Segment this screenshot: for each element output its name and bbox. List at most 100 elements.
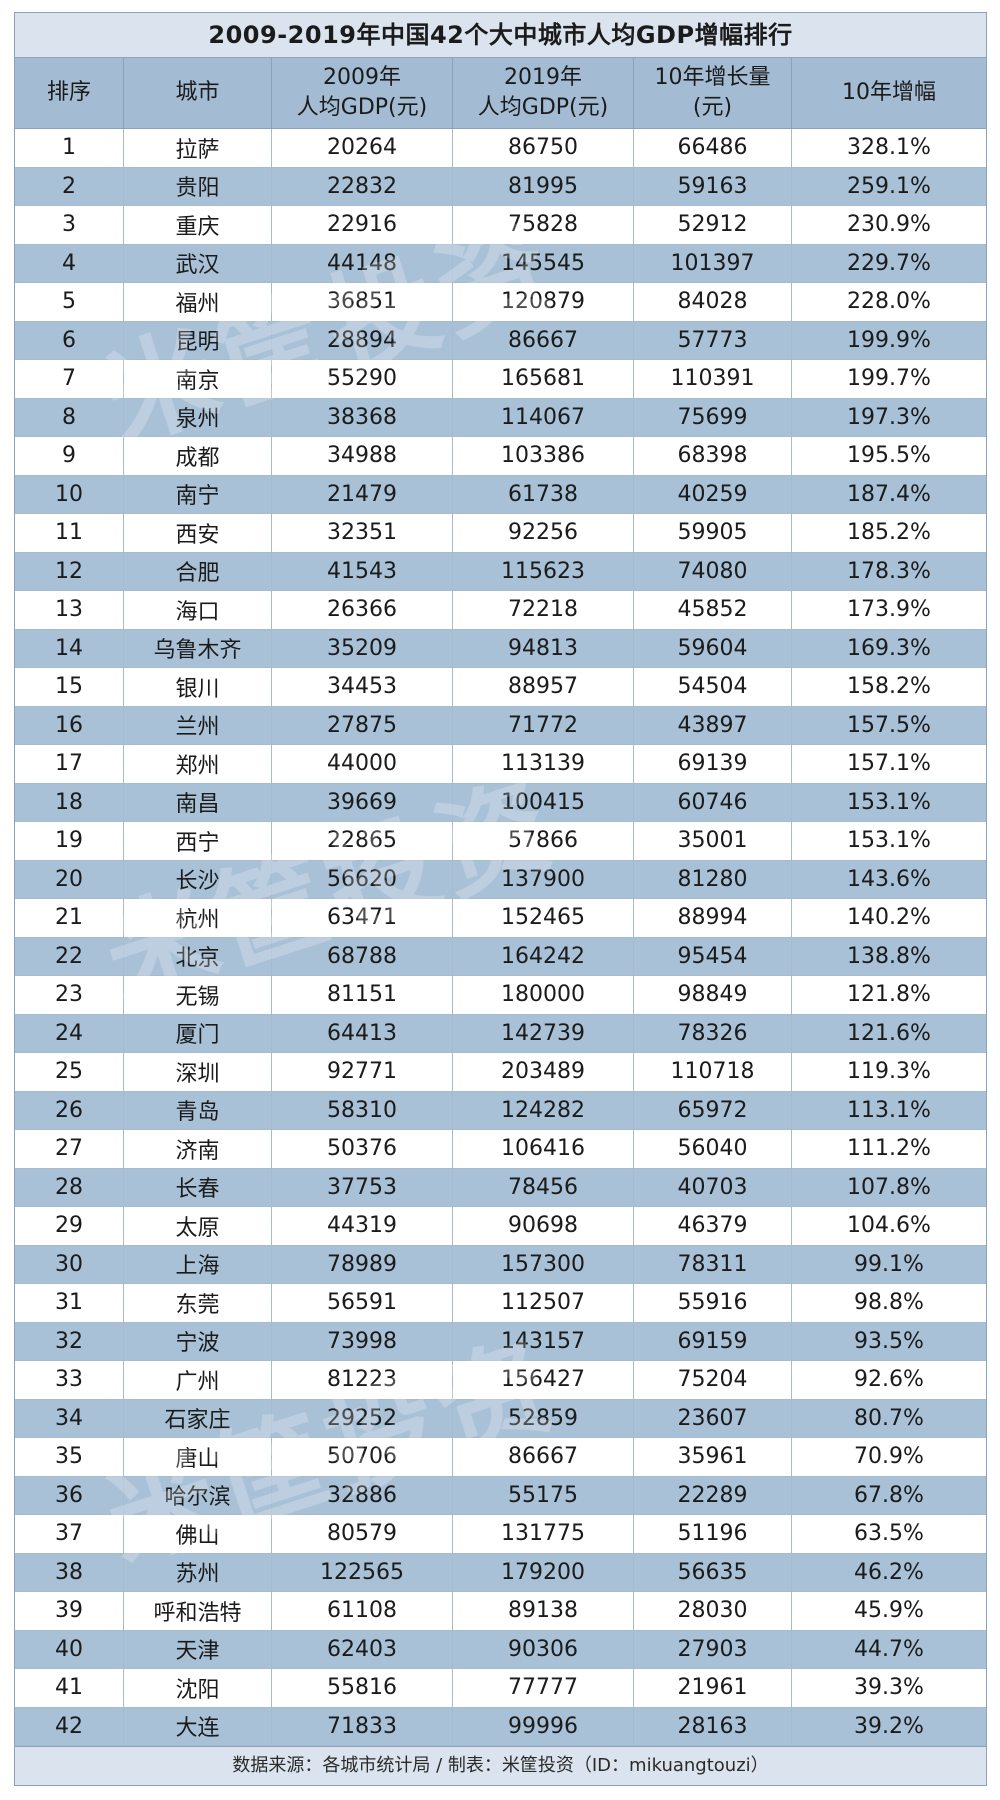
cell-gdp-2009: 22832 (272, 167, 453, 205)
cell-rank: 28 (15, 1168, 124, 1206)
cell-growth-amount: 45852 (634, 591, 792, 629)
cell-growth-amount: 65972 (634, 1091, 792, 1129)
cell-growth-amount: 84028 (634, 283, 792, 321)
cell-gdp-2019: 61738 (453, 475, 634, 513)
cell-gdp-2009: 80579 (272, 1515, 453, 1553)
cell-gdp-2019: 131775 (453, 1515, 634, 1553)
cell-gdp-2019: 103386 (453, 437, 634, 475)
cell-rank: 17 (15, 745, 124, 783)
table-row: 9 成都 34988 103386 68398 195.5% (15, 437, 986, 476)
cell-rank: 27 (15, 1130, 124, 1168)
cell-city: 兰州 (124, 706, 272, 744)
cell-city: 贵阳 (124, 167, 272, 205)
cell-gdp-2009: 44319 (272, 1207, 453, 1245)
header-rank: 排序 (15, 58, 124, 128)
cell-growth-rate: 157.1% (847, 751, 931, 777)
table-row: 4 武汉 44148 145545 101397 229.7% (15, 244, 986, 283)
cell-gdp-2009: 68788 (272, 937, 453, 975)
cell-growth-rate: 173.9% (847, 597, 931, 623)
cell-rank: 22 (15, 937, 124, 975)
table-row: 32 宁波 73998 143157 69159 93.5% (15, 1322, 986, 1361)
table-body: 1 拉萨 20264 86750 66486 328.1% 2 贵阳 22832 81995 591… (15, 129, 986, 1746)
cell-gdp-2009: 22916 (272, 206, 453, 244)
cell-gdp-2009: 63471 (272, 899, 453, 937)
cell-gdp-2009: 34453 (272, 668, 453, 706)
cell-growth-rate: 138.8% (847, 943, 931, 969)
cell-gdp-2009: 92771 (272, 1053, 453, 1091)
cell-gdp-2019: 152465 (453, 899, 634, 937)
header-growth-rate: 10年增幅 (842, 80, 936, 105)
cell-growth-rate: 63.5% (854, 1521, 924, 1547)
cell-growth-rate: 119.3% (847, 1059, 931, 1085)
cell-city: 太原 (124, 1207, 272, 1245)
cell-gdp-2019: 115623 (453, 552, 634, 590)
cell-growth-amount: 55916 (634, 1284, 792, 1322)
cell-growth-rate: 104.6% (847, 1213, 931, 1239)
cell-city: 大连 (124, 1707, 272, 1745)
cell-rank: 40 (15, 1630, 124, 1668)
cell-rank: 24 (15, 1014, 124, 1052)
cell-growth-amount: 54504 (634, 668, 792, 706)
cell-gdp-2019: 180000 (453, 976, 634, 1014)
cell-growth-amount: 75204 (634, 1361, 792, 1399)
cell-gdp-2009: 62403 (272, 1630, 453, 1668)
table-title: 2009-2019年中国42个大中城市人均GDP增幅排行 (15, 13, 986, 58)
cell-city: 成都 (124, 437, 272, 475)
cell-growth-amount: 81280 (634, 860, 792, 898)
cell-growth-amount: 57773 (634, 321, 792, 359)
cell-city: 昆明 (124, 321, 272, 359)
cell-city: 重庆 (124, 206, 272, 244)
cell-growth-amount: 23607 (634, 1399, 792, 1437)
cell-growth-rate: 169.3% (847, 635, 931, 661)
cell-city: 佛山 (124, 1515, 272, 1553)
cell-gdp-2009: 26366 (272, 591, 453, 629)
cell-rank: 21 (15, 899, 124, 937)
cell-growth-amount: 59905 (634, 514, 792, 552)
cell-growth-amount: 78311 (634, 1245, 792, 1283)
cell-growth-rate: 229.7% (847, 250, 931, 276)
cell-growth-rate: 187.4% (847, 481, 931, 507)
cell-rank: 16 (15, 706, 124, 744)
table-row: 30 上海 78989 157300 78311 99.1% (15, 1245, 986, 1284)
cell-gdp-2019: 86667 (453, 1438, 634, 1476)
cell-gdp-2019: 57866 (453, 822, 634, 860)
table-row: 8 泉州 38368 114067 75699 197.3% (15, 398, 986, 437)
cell-gdp-2009: 55290 (272, 360, 453, 398)
cell-growth-amount: 35961 (634, 1438, 792, 1476)
cell-rank: 37 (15, 1515, 124, 1553)
cell-gdp-2019: 157300 (453, 1245, 634, 1283)
cell-city: 苏州 (124, 1553, 272, 1591)
cell-rank: 39 (15, 1592, 124, 1630)
table-row: 11 西安 32351 92256 59905 185.2% (15, 514, 986, 553)
cell-gdp-2009: 41543 (272, 552, 453, 590)
cell-growth-rate: 143.6% (847, 866, 931, 892)
table-row: 7 南京 55290 165681 110391 199.7% (15, 360, 986, 399)
cell-city: 天津 (124, 1630, 272, 1668)
table-row: 42 大连 71833 99996 28163 39.2% (15, 1707, 986, 1746)
table-row: 24 厦门 64413 142739 78326 121.6% (15, 1014, 986, 1053)
cell-gdp-2009: 56591 (272, 1284, 453, 1322)
cell-gdp-2009: 36851 (272, 283, 453, 321)
cell-rank: 36 (15, 1476, 124, 1514)
cell-growth-amount: 95454 (634, 937, 792, 975)
cell-city: 拉萨 (124, 129, 272, 167)
cell-gdp-2009: 71833 (272, 1707, 453, 1745)
cell-gdp-2009: 64413 (272, 1014, 453, 1052)
cell-gdp-2019: 113139 (453, 745, 634, 783)
cell-growth-rate: 121.6% (847, 1020, 931, 1046)
cell-rank: 11 (15, 514, 124, 552)
cell-growth-amount: 51196 (634, 1515, 792, 1553)
cell-growth-rate: 44.7% (854, 1636, 924, 1662)
cell-rank: 18 (15, 783, 124, 821)
cell-gdp-2009: 55816 (272, 1669, 453, 1707)
cell-growth-rate: 39.2% (854, 1713, 924, 1739)
cell-city: 上海 (124, 1245, 272, 1283)
cell-growth-rate: 121.8% (847, 982, 931, 1008)
table-row: 15 银川 34453 88957 54504 158.2% (15, 668, 986, 707)
cell-gdp-2009: 44000 (272, 745, 453, 783)
cell-rank: 31 (15, 1284, 124, 1322)
cell-growth-amount: 110718 (634, 1053, 792, 1091)
cell-city: 海口 (124, 591, 272, 629)
cell-rank: 34 (15, 1399, 124, 1437)
cell-growth-rate: 45.9% (854, 1598, 924, 1624)
